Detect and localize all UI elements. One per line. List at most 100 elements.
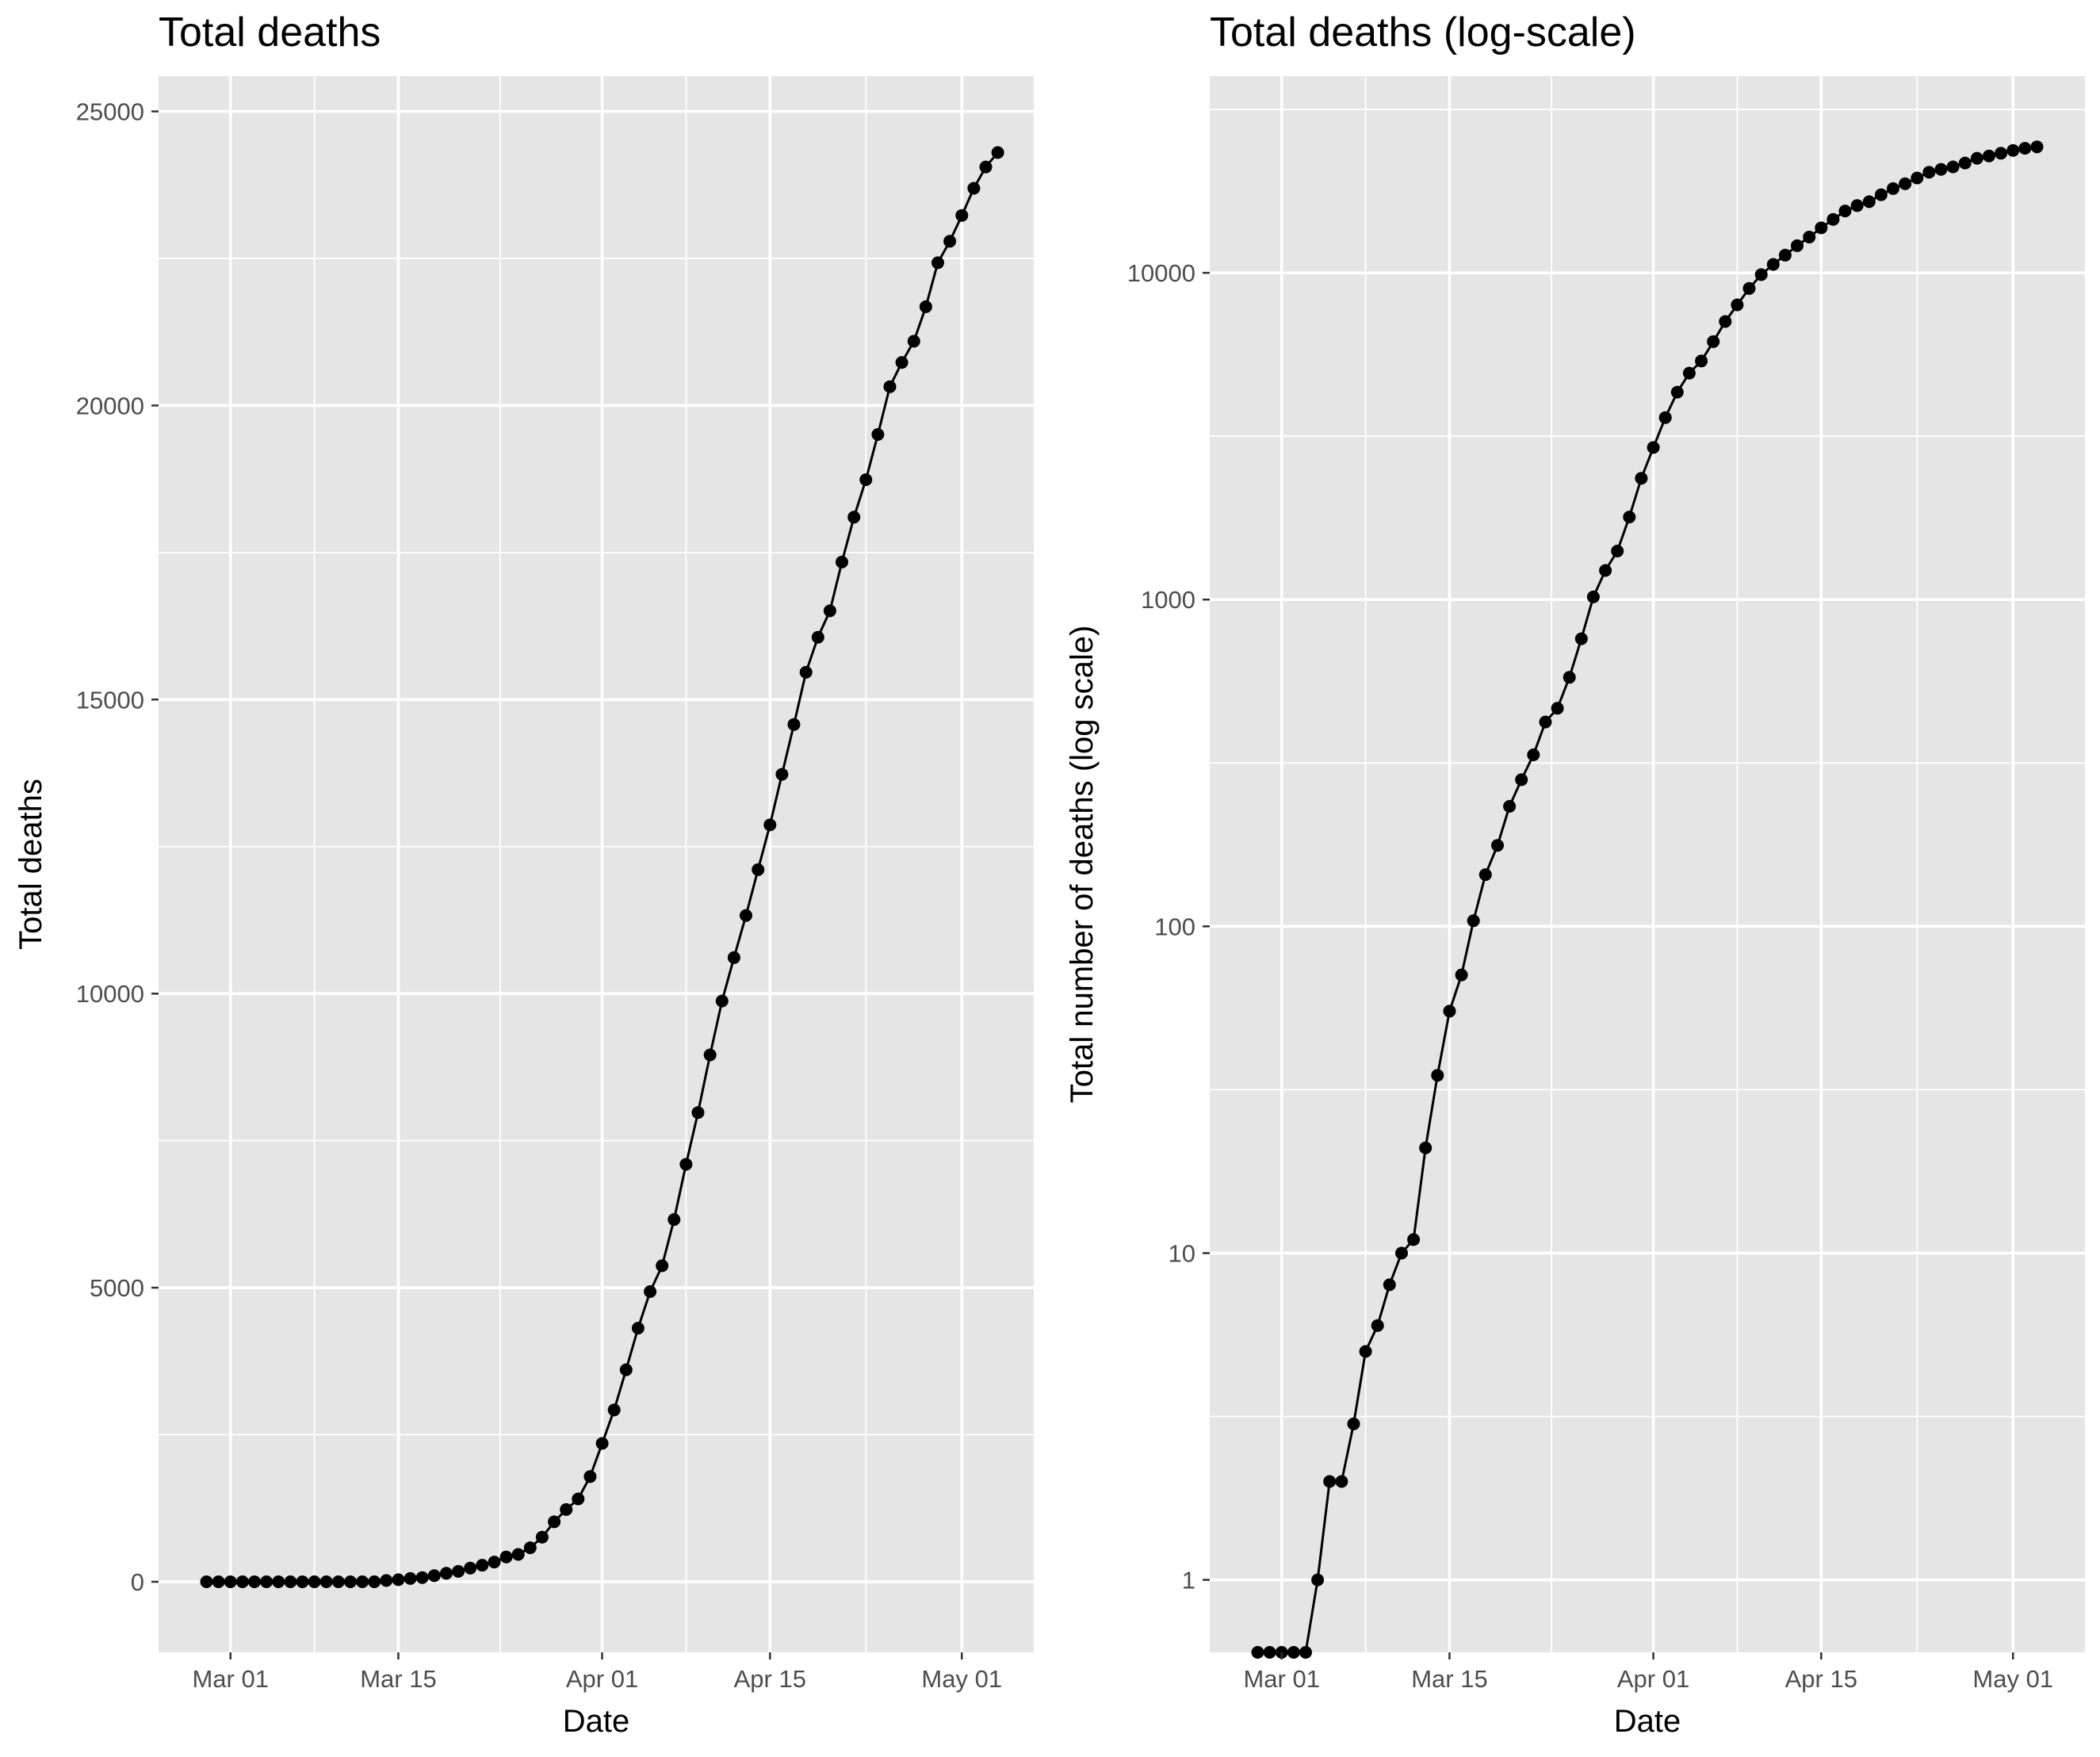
data-point	[427, 1569, 441, 1583]
data-point	[907, 335, 920, 348]
data-point	[308, 1575, 321, 1588]
data-point	[967, 182, 981, 195]
data-point	[1515, 773, 1528, 787]
data-point	[919, 300, 932, 313]
data-point	[1647, 441, 1660, 454]
data-point	[679, 1158, 693, 1171]
data-point	[1754, 268, 1768, 281]
data-point	[1335, 1475, 1348, 1488]
data-point	[296, 1575, 309, 1588]
data-point	[607, 1403, 621, 1417]
data-point	[1778, 248, 1792, 262]
series	[1251, 140, 2044, 1659]
data-point	[931, 256, 944, 270]
data-point	[1599, 564, 1612, 577]
y-tick-label: 15000	[76, 686, 144, 714]
data-point	[392, 1573, 405, 1587]
data-point	[1827, 212, 1840, 226]
data-point	[523, 1541, 537, 1555]
data-point	[319, 1575, 333, 1588]
data-point	[368, 1575, 381, 1588]
chart-title: Total deaths	[159, 10, 381, 56]
data-point	[1359, 1345, 1372, 1358]
data-point	[572, 1492, 585, 1506]
data-point	[1874, 188, 1888, 201]
data-point	[871, 428, 885, 441]
data-point	[1478, 868, 1492, 882]
data-point	[499, 1550, 513, 1564]
data-point	[1311, 1573, 1325, 1587]
data-point	[1934, 163, 1948, 176]
data-point	[548, 1515, 561, 1529]
data-point	[631, 1322, 645, 1335]
data-point	[1251, 1646, 1264, 1659]
data-point	[1922, 166, 1936, 179]
data-point	[1850, 199, 1864, 212]
data-point	[1635, 472, 1648, 485]
y-axis: 1 10 100 1000 10000	[1127, 259, 1210, 1594]
data-point	[1742, 281, 1756, 295]
data-point	[535, 1530, 549, 1544]
y-tick-label: 100	[1154, 913, 1195, 940]
data-point	[1347, 1417, 1360, 1430]
data-point	[452, 1564, 465, 1578]
data-point	[1323, 1475, 1337, 1488]
data-point	[691, 1106, 705, 1120]
data-point	[488, 1556, 501, 1569]
data-point	[1551, 702, 1564, 715]
data-point	[656, 1259, 669, 1273]
chart-total-deaths-log: Total deaths (log-scale) 1 10 100 1000 10000…	[1065, 10, 2085, 1739]
data-point	[955, 209, 969, 222]
data-point	[1695, 354, 1708, 368]
data-point	[1995, 147, 2008, 160]
y-axis-title: Total number of deaths (log scale)	[1065, 626, 1100, 1104]
data-point	[895, 356, 908, 369]
data-point	[1791, 239, 1804, 252]
data-point	[212, 1575, 225, 1588]
data-point	[787, 718, 801, 731]
data-point	[476, 1559, 489, 1572]
data-point	[2018, 142, 2032, 155]
data-point	[1911, 171, 1924, 185]
data-point	[235, 1575, 249, 1588]
data-point	[715, 994, 729, 1008]
data-point	[1407, 1233, 1421, 1246]
data-point	[883, 380, 897, 393]
data-point	[1670, 385, 1684, 399]
data-point	[703, 1048, 717, 1062]
data-point	[1719, 315, 1732, 328]
data-point	[1491, 839, 1504, 852]
y-tick-label: 0	[131, 1568, 144, 1596]
data-point	[619, 1363, 633, 1376]
x-tick-label: Apr 01	[566, 1665, 638, 1693]
data-point	[1887, 182, 1899, 195]
data-point	[1682, 366, 1696, 380]
data-point	[331, 1575, 345, 1588]
data-point	[1467, 914, 1480, 928]
data-point	[943, 235, 957, 248]
data-point	[991, 146, 1004, 159]
data-point	[799, 665, 813, 679]
data-point	[1299, 1646, 1312, 1659]
y-axis-title: Total deaths	[13, 779, 48, 950]
x-tick-label: May 01	[1972, 1665, 2053, 1693]
data-point	[847, 511, 861, 524]
data-point	[859, 473, 873, 486]
data-point	[1707, 335, 1720, 348]
y-tick-label: 25000	[76, 98, 144, 126]
data-point	[1970, 151, 1983, 165]
data-point	[2030, 140, 2044, 154]
data-point	[811, 630, 824, 644]
data-point	[1503, 800, 1517, 813]
data-point	[248, 1575, 261, 1588]
data-point	[1983, 149, 1995, 163]
y-tick-label: 1000	[1141, 586, 1195, 614]
chart-title: Total deaths (log-scale)	[1210, 10, 1636, 56]
data-point	[979, 160, 993, 174]
data-point	[1431, 1069, 1444, 1082]
x-axis-title: Date	[563, 1704, 630, 1739]
data-point	[1371, 1319, 1384, 1332]
y-tick-label: 10000	[76, 980, 144, 1008]
x-tick-label: Mar 15	[360, 1665, 436, 1693]
